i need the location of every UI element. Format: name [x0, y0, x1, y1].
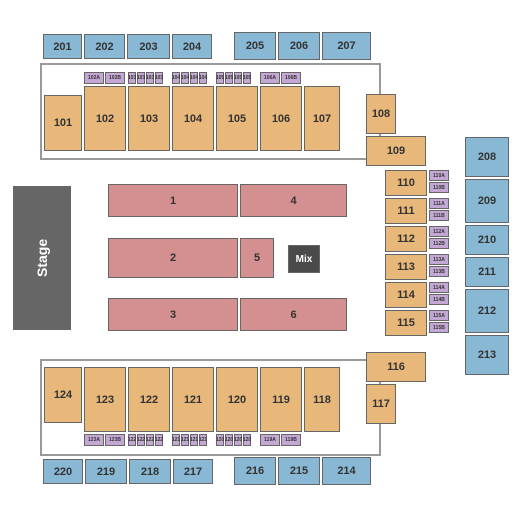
box-102B[interactable]: 102B: [105, 72, 125, 84]
seating-chart: Stage20120220320420520620722021921821721…: [0, 0, 525, 525]
section-114[interactable]: 114: [385, 282, 427, 308]
section-210[interactable]: 210: [465, 225, 509, 255]
section-113[interactable]: 113: [385, 254, 427, 280]
section-108[interactable]: 108: [366, 94, 396, 134]
section-103[interactable]: 103: [128, 86, 170, 151]
box-111A[interactable]: 111A: [429, 198, 449, 209]
section-105[interactable]: 105: [216, 86, 258, 151]
floor-5[interactable]: 5: [240, 238, 274, 278]
section-211[interactable]: 211: [465, 257, 509, 287]
section-215[interactable]: 215: [278, 457, 320, 485]
box-111B[interactable]: 111B: [429, 210, 449, 221]
section-218[interactable]: 218: [129, 459, 171, 484]
mix-booth[interactable]: Mix: [288, 245, 320, 273]
box-112A[interactable]: 112A: [429, 226, 449, 237]
section-111[interactable]: 111: [385, 198, 427, 224]
section-119[interactable]: 119: [260, 367, 302, 432]
box-105[interactable]: 105: [225, 72, 233, 84]
box-105[interactable]: 105: [216, 72, 224, 84]
section-208[interactable]: 208: [465, 137, 509, 177]
box-114B[interactable]: 114B: [429, 294, 449, 305]
box-113B[interactable]: 113B: [429, 266, 449, 277]
box-123B[interactable]: 123B: [105, 434, 125, 446]
box-110A[interactable]: 110A: [429, 170, 449, 181]
box-120[interactable]: 120: [216, 434, 224, 446]
section-205[interactable]: 205: [234, 32, 276, 60]
section-118[interactable]: 118: [304, 367, 340, 432]
section-204[interactable]: 204: [172, 34, 212, 59]
box-115B[interactable]: 115B: [429, 322, 449, 333]
box-104[interactable]: 104: [199, 72, 207, 84]
box-104[interactable]: 104: [181, 72, 189, 84]
box-104[interactable]: 104: [172, 72, 180, 84]
section-212[interactable]: 212: [465, 289, 509, 333]
box-120[interactable]: 120: [243, 434, 251, 446]
section-219[interactable]: 219: [85, 459, 127, 484]
box-106B[interactable]: 106B: [281, 72, 301, 84]
section-117[interactable]: 117: [366, 384, 396, 424]
section-116[interactable]: 116: [366, 352, 426, 382]
box-121[interactable]: 121: [172, 434, 180, 446]
section-206[interactable]: 206: [278, 32, 320, 60]
box-115A[interactable]: 115A: [429, 310, 449, 321]
section-120[interactable]: 120: [216, 367, 258, 432]
box-122[interactable]: 122: [146, 434, 154, 446]
section-201[interactable]: 201: [43, 34, 82, 59]
box-110B[interactable]: 110B: [429, 182, 449, 193]
section-122[interactable]: 122: [128, 367, 170, 432]
section-217[interactable]: 217: [173, 459, 213, 484]
box-123A[interactable]: 123A: [84, 434, 104, 446]
box-122[interactable]: 122: [128, 434, 136, 446]
stage[interactable]: Stage: [13, 186, 71, 330]
box-103[interactable]: 103: [155, 72, 163, 84]
section-102[interactable]: 102: [84, 86, 126, 151]
section-213[interactable]: 213: [465, 335, 509, 375]
section-101[interactable]: 101: [44, 95, 82, 151]
section-209[interactable]: 209: [465, 179, 509, 223]
box-121[interactable]: 121: [199, 434, 207, 446]
box-112B[interactable]: 112B: [429, 238, 449, 249]
section-207[interactable]: 207: [322, 32, 371, 60]
section-220[interactable]: 220: [43, 459, 83, 484]
box-104[interactable]: 104: [190, 72, 198, 84]
section-202[interactable]: 202: [84, 34, 125, 59]
section-109[interactable]: 109: [366, 136, 426, 166]
box-119A[interactable]: 119A: [260, 434, 280, 446]
box-119B[interactable]: 119B: [281, 434, 301, 446]
box-121[interactable]: 121: [190, 434, 198, 446]
section-115[interactable]: 115: [385, 310, 427, 336]
box-114A[interactable]: 114A: [429, 282, 449, 293]
box-120[interactable]: 120: [234, 434, 242, 446]
floor-1[interactable]: 1: [108, 184, 238, 217]
box-122[interactable]: 122: [155, 434, 163, 446]
floor-4[interactable]: 4: [240, 184, 347, 217]
section-214[interactable]: 214: [322, 457, 371, 485]
box-105[interactable]: 105: [243, 72, 251, 84]
floor-6[interactable]: 6: [240, 298, 347, 331]
section-123[interactable]: 123: [84, 367, 126, 432]
box-102A[interactable]: 102A: [84, 72, 104, 84]
floor-3[interactable]: 3: [108, 298, 238, 331]
box-122[interactable]: 122: [137, 434, 145, 446]
section-203[interactable]: 203: [127, 34, 170, 59]
box-113A[interactable]: 113A: [429, 254, 449, 265]
box-121[interactable]: 121: [181, 434, 189, 446]
section-216[interactable]: 216: [234, 457, 276, 485]
box-103[interactable]: 103: [128, 72, 136, 84]
floor-2[interactable]: 2: [108, 238, 238, 278]
section-106[interactable]: 106: [260, 86, 302, 151]
box-105[interactable]: 105: [234, 72, 242, 84]
section-112[interactable]: 112: [385, 226, 427, 252]
section-107[interactable]: 107: [304, 86, 340, 151]
box-103[interactable]: 103: [146, 72, 154, 84]
section-121[interactable]: 121: [172, 367, 214, 432]
box-103[interactable]: 103: [137, 72, 145, 84]
section-104[interactable]: 104: [172, 86, 214, 151]
section-110[interactable]: 110: [385, 170, 427, 196]
section-124[interactable]: 124: [44, 367, 82, 423]
box-106A[interactable]: 106A: [260, 72, 280, 84]
box-120[interactable]: 120: [225, 434, 233, 446]
